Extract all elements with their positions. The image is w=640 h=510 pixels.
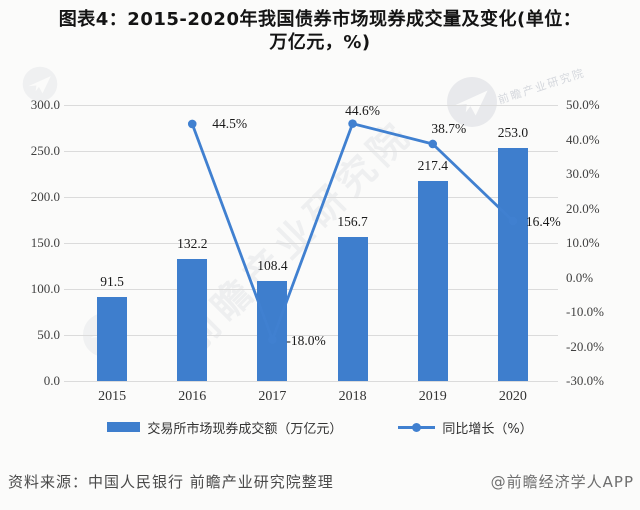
- line-value-label: 16.4%: [525, 213, 561, 229]
- line-marker-dot: [187, 119, 197, 129]
- x-axis-tick-label: 2018: [338, 389, 367, 404]
- bar-value-label: 156.7: [337, 213, 368, 229]
- bar: [177, 259, 208, 381]
- bar: [417, 180, 448, 381]
- line-marker-dot: [348, 119, 357, 128]
- y-axis-right-tick-label: -20.0%: [566, 338, 604, 354]
- x-axis-tick-label: 2020: [498, 389, 527, 404]
- y-axis-left-tick-label: 200.0: [30, 189, 60, 204]
- y-axis-right-tick-label: 20.0%: [566, 200, 600, 216]
- x-axis-tick-label: 2019: [418, 389, 447, 404]
- y-axis-right-tick-label: -10.0%: [566, 304, 604, 319]
- brand-note: @前瞻经济学人APP: [490, 473, 634, 491]
- source-note: 资料来源：中国人民银行 前瞻产业研究院整理: [8, 473, 334, 491]
- legend-item-bar: 交易所市场现券成交额（万亿元）: [107, 418, 342, 437]
- bar: [497, 148, 528, 381]
- line-value-label: 44.6%: [345, 102, 381, 118]
- x-axis-tick-label: 2015: [98, 389, 127, 404]
- gridline: [64, 243, 558, 244]
- x-axis-tick-label: 2016: [178, 389, 207, 404]
- gridline: [64, 151, 558, 152]
- y-axis-left-tick-label: 150.0: [30, 235, 60, 250]
- bar-value-label: 91.5: [100, 273, 124, 289]
- bar-value-label: 108.4: [257, 258, 288, 274]
- legend: 交易所市场现券成交额（万亿元） 同比增长（%）: [0, 415, 640, 439]
- line-series-label: 同比增长（%）: [442, 421, 533, 437]
- y-axis-left-tick-label: 300.0: [30, 97, 60, 112]
- bar: [257, 281, 288, 381]
- bar: [337, 236, 368, 381]
- gridline: [64, 289, 558, 290]
- y-axis-right-tick-label: 40.0%: [566, 131, 600, 147]
- bar-series-label: 交易所市场现券成交额（万亿元）: [147, 421, 343, 437]
- bar-value-label: 217.4: [417, 157, 448, 173]
- gridline: [64, 381, 558, 382]
- y-axis-right-tick-label: 50.0%: [566, 97, 600, 112]
- y-axis-right-tick-label: 0.0%: [566, 269, 594, 285]
- y-axis-right-tick-label: 10.0%: [566, 235, 600, 250]
- line-value-label: 38.7%: [431, 120, 467, 136]
- bar-series-swatch: [107, 422, 141, 432]
- line-marker-dot: [428, 139, 438, 149]
- bar-value-label: 132.2: [177, 236, 208, 252]
- gridline: [64, 197, 558, 198]
- x-axis-tick-label: 2017: [258, 389, 287, 404]
- legend-item-line: 同比增长（%）: [398, 418, 533, 437]
- y-axis-right-tick-label: -30.0%: [566, 373, 604, 388]
- y-axis-left-tick-label: 100.0: [30, 281, 60, 296]
- y-axis-left-tick-label: 50.0: [37, 327, 60, 342]
- y-axis-right-tick-label: 30.0%: [566, 166, 600, 181]
- y-axis-left-tick-label: 250.0: [30, 143, 60, 158]
- line-value-label: -18.0%: [286, 332, 326, 348]
- line-series-swatch: [398, 422, 436, 432]
- chart-title: 图表4：2015-2020年我国债券市场现券成交量及变化(单位：万亿元，%): [58, 9, 582, 53]
- bar-value-label: 253.0: [497, 125, 529, 141]
- gridline: [64, 105, 558, 106]
- line-swatch-dot: [412, 423, 422, 432]
- y-axis-left-tick-label: 0.0: [43, 373, 60, 388]
- bar: [97, 296, 128, 381]
- line-value-label: 44.5%: [212, 115, 248, 131]
